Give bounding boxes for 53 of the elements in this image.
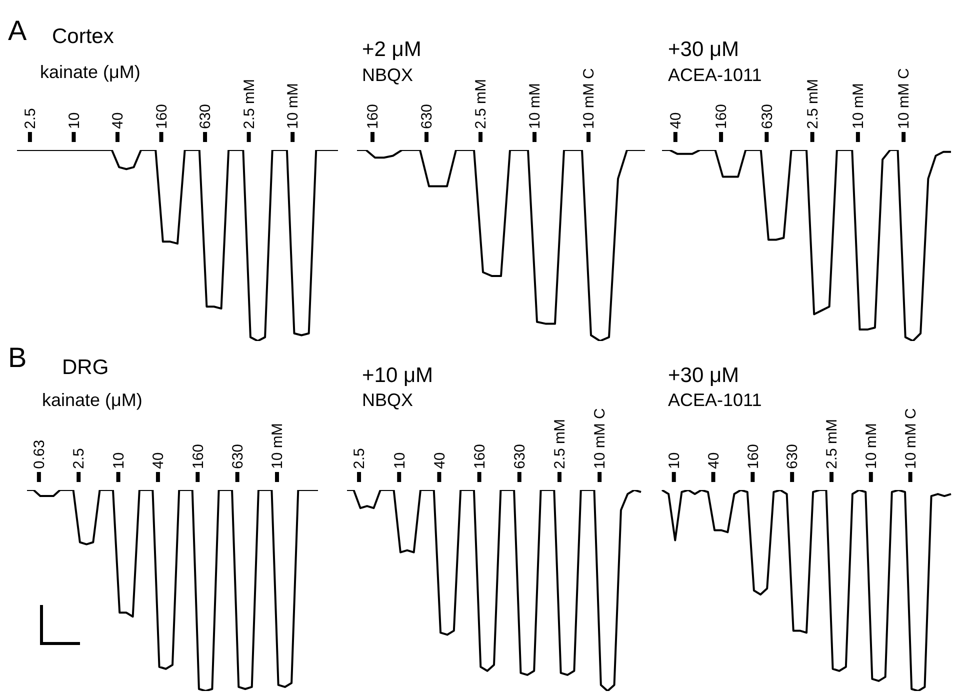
chart-subtitle: kainate (μM): [40, 62, 140, 83]
y-axis-title: B: [8, 342, 27, 374]
text: 2.5: [70, 448, 88, 469]
chart-title: DRG: [62, 356, 109, 380]
text: 160: [153, 104, 170, 129]
text: 10 mM C: [902, 408, 920, 469]
chart-subtitle: NBQX: [362, 65, 414, 86]
text: 40: [150, 452, 168, 469]
chart-subtitle: kainate (μM): [42, 390, 142, 411]
text: 630: [418, 104, 436, 129]
text: 10 mM C: [592, 408, 609, 469]
chart-subtitle: ACEA-1011: [668, 390, 762, 411]
chart-title: +30 μM: [668, 364, 740, 388]
text: 160: [713, 104, 730, 129]
text: 40: [431, 452, 448, 469]
chart-title: +30 μM: [668, 38, 740, 62]
chart-title: Cortex: [52, 25, 114, 49]
chart-subtitle: NBQX: [362, 390, 414, 411]
text: 10 mM: [863, 423, 880, 469]
text: 630: [758, 104, 776, 129]
text: 630: [512, 444, 529, 469]
chart-title: +2 μM: [362, 38, 422, 62]
text: 160: [744, 444, 762, 469]
text: 10 mM: [526, 83, 544, 129]
text: 10 mM: [269, 423, 286, 469]
text: 40: [110, 112, 127, 129]
text: 2.5: [22, 108, 40, 129]
text: 2.5 mM: [824, 418, 841, 469]
text: 10: [666, 452, 683, 469]
text: 2.5: [351, 448, 368, 469]
text: 10: [66, 112, 83, 129]
text: 10 mM: [850, 83, 868, 129]
text: 10 mM: [284, 83, 302, 129]
y-axis-title: A: [8, 15, 27, 47]
text: 10: [110, 452, 128, 469]
chart-title: +10 μM: [362, 364, 434, 388]
text: 630: [784, 444, 802, 469]
text: 630: [229, 444, 246, 469]
text: 0.63: [31, 440, 48, 469]
text: 2.5 mM: [240, 78, 258, 129]
text: 160: [364, 104, 382, 129]
text: 2.5 mM: [552, 418, 569, 469]
text: 630: [197, 104, 214, 129]
text: 10: [391, 452, 408, 469]
text: 10 mM C: [896, 68, 913, 129]
text: 160: [471, 444, 488, 469]
text: 2.5 mM: [472, 78, 490, 129]
text: 160: [190, 444, 207, 469]
text: 40: [705, 452, 722, 469]
text: 40: [668, 112, 685, 129]
text: 2.5 mM: [804, 78, 822, 129]
chart-subtitle: ACEA-1011: [668, 65, 762, 86]
text: 10 mM C: [580, 68, 598, 129]
